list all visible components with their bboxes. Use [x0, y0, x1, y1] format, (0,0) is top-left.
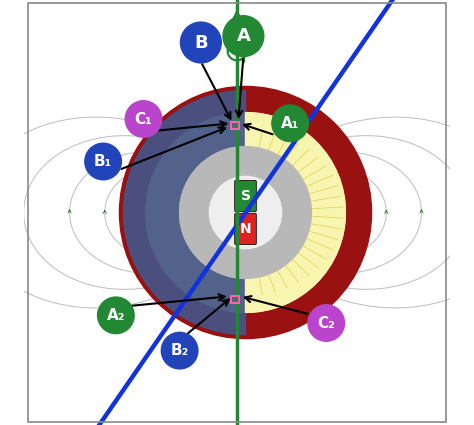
Wedge shape	[124, 91, 246, 334]
Bar	[231, 122, 239, 129]
Text: S: S	[240, 189, 250, 203]
Circle shape	[85, 143, 121, 180]
Circle shape	[98, 297, 134, 334]
Circle shape	[180, 147, 311, 278]
Text: B: B	[194, 34, 208, 51]
Circle shape	[146, 113, 346, 312]
Text: A₁: A₁	[281, 116, 299, 131]
Circle shape	[125, 101, 162, 137]
Bar	[231, 296, 239, 303]
Text: B₁: B₁	[94, 154, 112, 169]
Circle shape	[181, 22, 221, 63]
Circle shape	[223, 16, 264, 57]
Text: C₂: C₂	[318, 315, 335, 331]
Circle shape	[180, 147, 311, 278]
FancyBboxPatch shape	[235, 213, 256, 245]
Text: A: A	[237, 27, 250, 45]
Text: B₂: B₂	[171, 343, 189, 358]
Circle shape	[210, 176, 282, 249]
Circle shape	[120, 87, 371, 338]
Circle shape	[272, 105, 309, 142]
FancyBboxPatch shape	[235, 180, 256, 212]
Text: C₁: C₁	[135, 111, 152, 127]
Circle shape	[210, 176, 282, 249]
Wedge shape	[246, 113, 346, 312]
Text: A₂: A₂	[107, 308, 125, 323]
Text: N: N	[240, 222, 251, 236]
Circle shape	[161, 332, 198, 369]
Circle shape	[308, 305, 345, 341]
